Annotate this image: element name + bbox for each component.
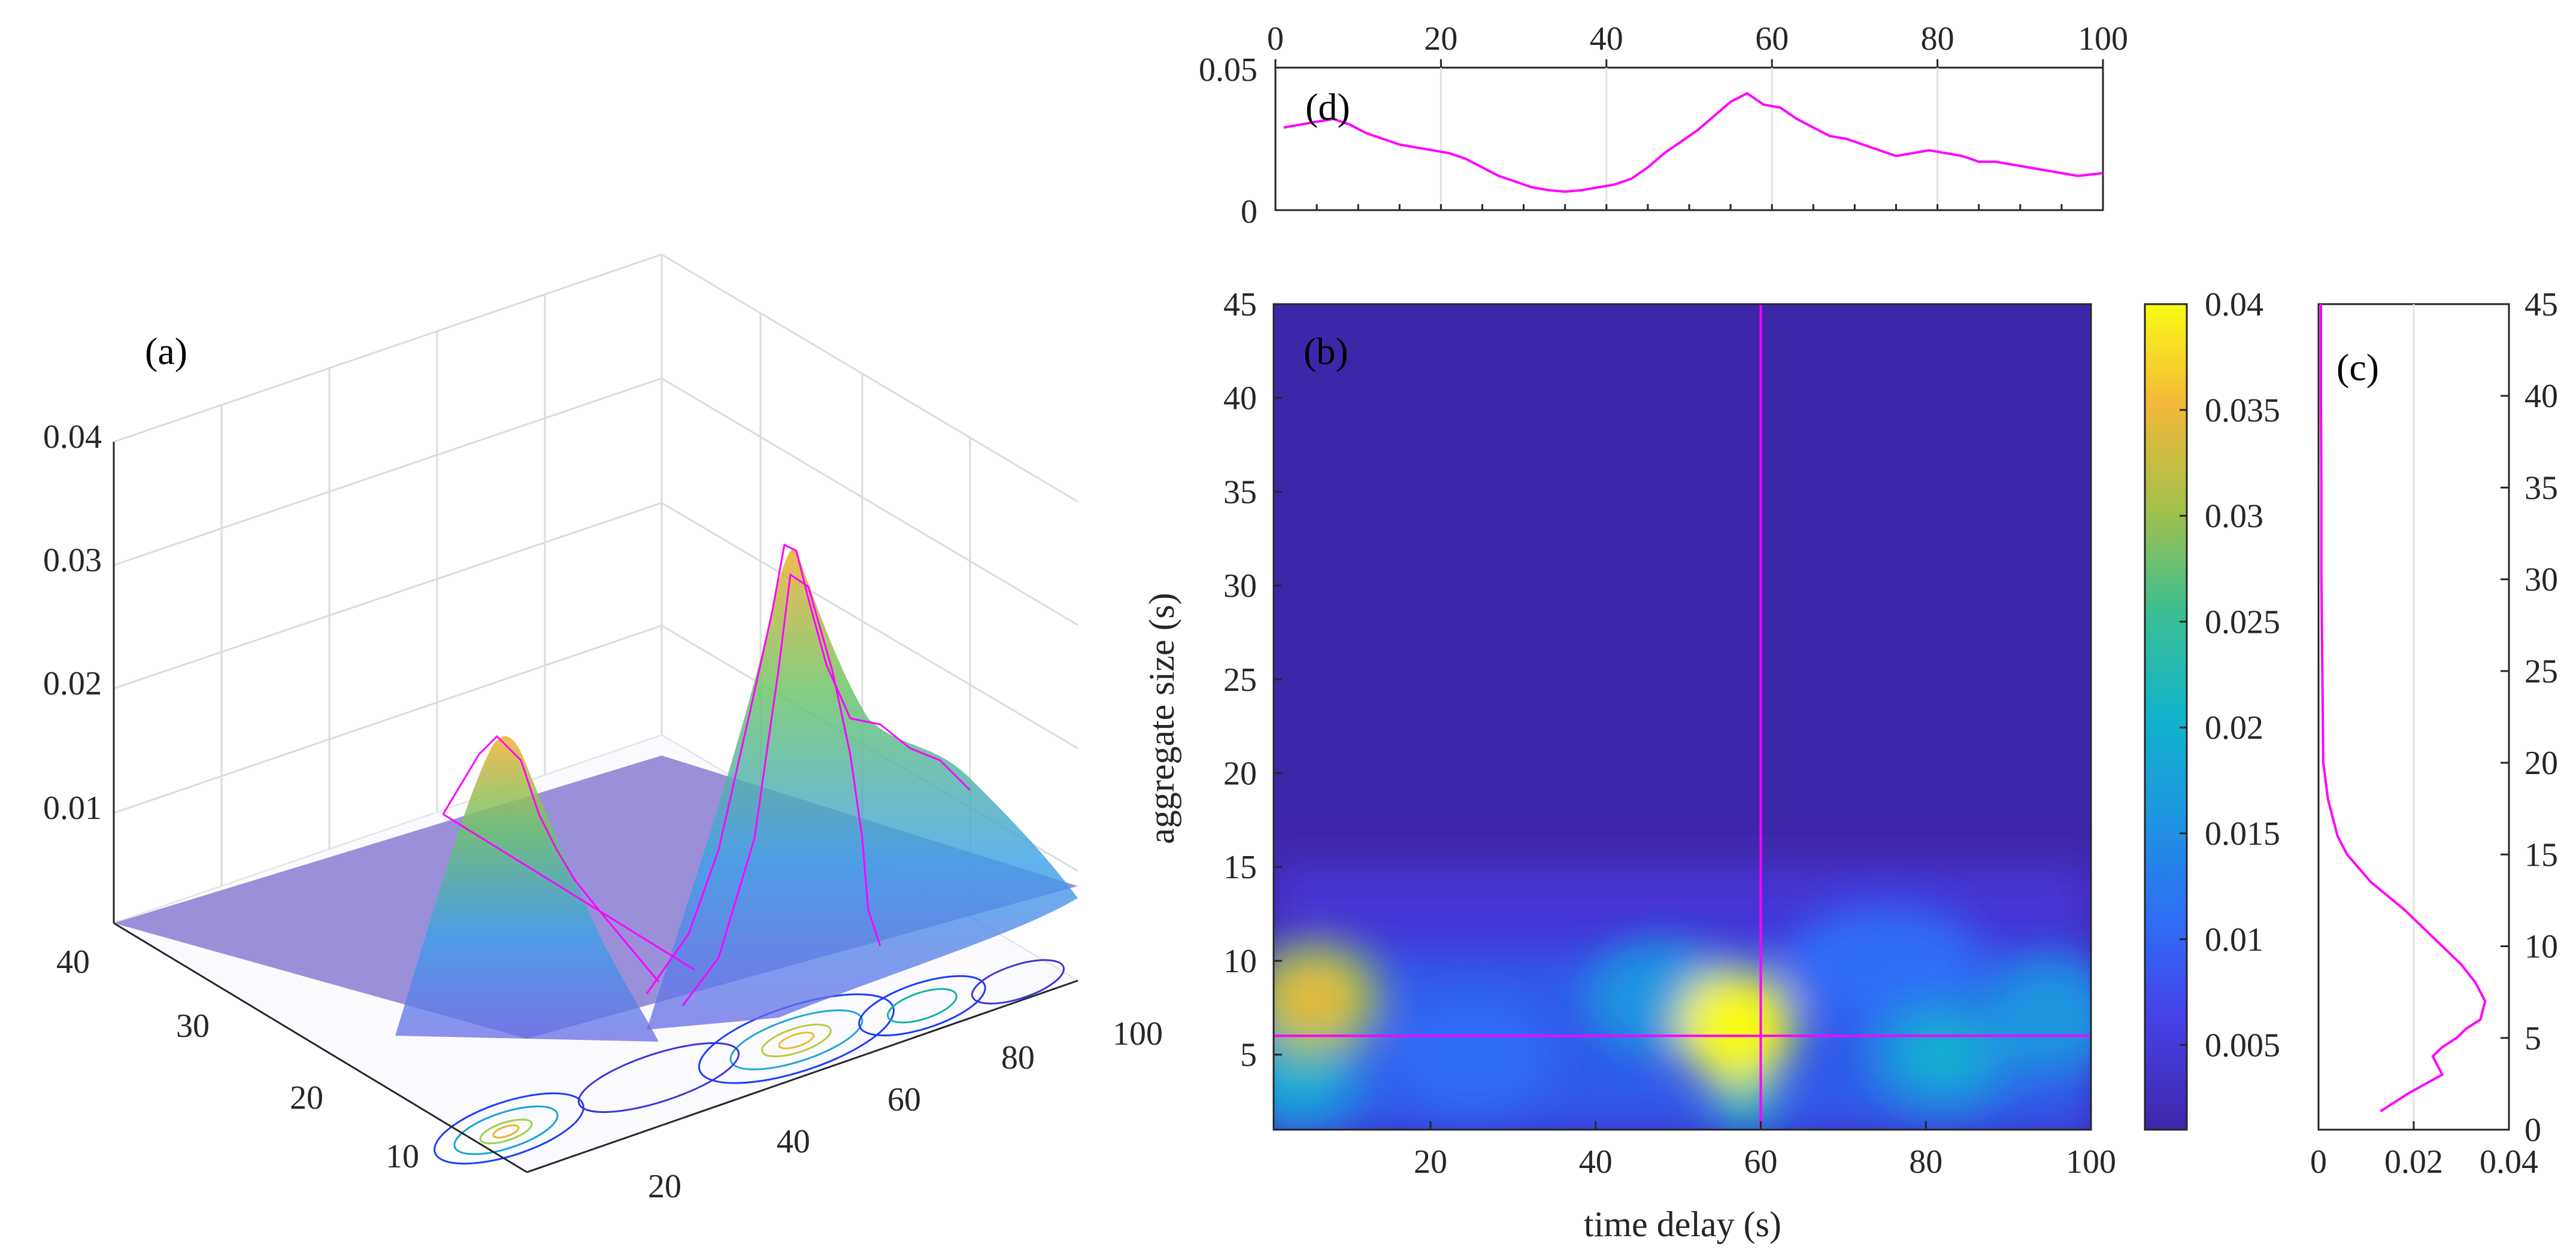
panel-a-x-tick: 60	[887, 1081, 921, 1118]
panel-c-y-tick: 45	[2525, 286, 2558, 323]
panel-a-peak-2	[647, 548, 1078, 1030]
panel-c-y-tick: 20	[2525, 745, 2558, 782]
colorbar-tick: 0.02	[2205, 709, 2263, 747]
panel-b-ylabel: aggregate size (s)	[1142, 593, 1181, 844]
panel-a-z-tick: 0.01	[43, 790, 102, 827]
panel-d-x-tick: 100	[2078, 20, 2128, 57]
panel-b-y-tick: 30	[1223, 568, 1257, 605]
panel-b-hotspot-core	[1728, 1073, 1761, 1111]
panel-d-x-tick: 60	[1755, 20, 1789, 57]
colorbar-tick: 0.025	[2205, 603, 2280, 641]
panel-a-x-tick: 40	[777, 1123, 810, 1160]
panel-b-x-tick: 40	[1579, 1143, 1613, 1181]
colorbar-tick: 0.03	[2205, 498, 2263, 535]
panel-a-magenta-traces	[442, 543, 971, 1006]
panel-c-y-tick: 35	[2525, 469, 2558, 506]
colorbar-gradient	[2144, 303, 2188, 1131]
panel-b-y-tick: 40	[1223, 380, 1257, 417]
panel-c-y-tick: 25	[2525, 653, 2558, 690]
colorbar-tick: 0.01	[2205, 921, 2263, 958]
panel-b-x-tick: 100	[2066, 1143, 2116, 1181]
panel-a-y-tick: 10	[386, 1138, 419, 1175]
panel-b-hotspot-core	[1707, 998, 1765, 1055]
panel-c-y-tick: 0	[2525, 1112, 2541, 1149]
panel-b-heatmap: 20 40 60 80 100 5 10 15 20 25 30 35 40 45 time delay…	[1142, 286, 2116, 1244]
panel-b-y-tick: 10	[1223, 943, 1257, 980]
panel-b-y-tick: 45	[1223, 286, 1257, 323]
colorbar-tick: 0.015	[2205, 815, 2280, 852]
panel-d-x-tick: 0	[1267, 20, 1284, 57]
panel-b-xlabel: time delay (s)	[1584, 1205, 1781, 1244]
panel-b-hotspot-core	[1281, 970, 1348, 1027]
panel-c-y-tick: 15	[2525, 836, 2558, 873]
panel-a-x-tick: 80	[1001, 1039, 1035, 1076]
panel-c-y-tick: 5	[2525, 1020, 2541, 1057]
panel-a-z-tick: 0.03	[43, 542, 102, 579]
panel-d-series-line	[1283, 92, 2104, 193]
panel-b-x-tick: 60	[1744, 1143, 1777, 1181]
panel-c-x-tick: 0.02	[2384, 1143, 2443, 1181]
panel-c-y-tick: 30	[2525, 562, 2558, 599]
panel-b-hotspot-core	[1274, 1045, 1332, 1102]
panel-c-x-tick: 0.04	[2480, 1143, 2538, 1181]
panel-a-peak-1	[395, 736, 659, 1042]
panel-a-y-tick: 30	[176, 1008, 210, 1045]
panel-c-x-tick: 0	[2310, 1143, 2327, 1181]
panel-c-label: (c)	[2336, 346, 2379, 389]
panel-a-z-tick: 0.02	[43, 665, 102, 702]
panel-a-x-tick: 100	[1113, 1015, 1163, 1052]
panel-c-series-line	[2320, 304, 2487, 1113]
panel-a-y-tick: 40	[56, 943, 90, 981]
panel-b-y-tick: 35	[1223, 474, 1257, 511]
colorbar-tick: 0.04	[2205, 286, 2263, 323]
panel-d-line: 0 20 40 60 80 100 0.05 0 (d)	[1199, 20, 2128, 230]
panel-d-label: (d)	[1305, 86, 1350, 128]
colorbar: 0.005 0.01 0.015 0.02 0.025 0.03 0.035 0.04	[2144, 286, 2280, 1131]
colorbar-tick: 0.005	[2205, 1027, 2280, 1064]
panel-c-y-tick: 10	[2525, 929, 2558, 966]
panel-a-y-tick: 20	[290, 1079, 323, 1117]
panel-d-x-tick: 40	[1590, 20, 1623, 57]
panel-d-y-tick: 0	[1241, 193, 1257, 230]
panel-c-line: 0 0.02 0.04 0 5 10 15 20 25 30 35 40 45 (c)	[2310, 286, 2558, 1181]
panel-d-axes-box	[1274, 66, 2104, 211]
panel-b-y-tick: 15	[1223, 849, 1257, 886]
panel-c-y-tick: 40	[2525, 378, 2558, 415]
panel-a-z-tick: 0.04	[43, 418, 102, 456]
panel-a-surface3d: 0.01 0.02 0.03 0.04 40 30 20 10 20 40 60…	[43, 253, 1163, 1205]
panel-a-x-tick: 20	[648, 1168, 681, 1205]
panel-b-hotspot-core	[2016, 988, 2083, 1045]
panel-d-y-tick: 0.05	[1199, 51, 1257, 89]
panel-b-x-tick: 20	[1414, 1143, 1447, 1181]
panel-b-y-tick: 5	[1240, 1037, 1257, 1074]
panel-d-x-tick: 80	[1921, 20, 1954, 57]
panel-b-hotspot-core	[1835, 932, 1935, 989]
colorbar-tick: 0.035	[2205, 392, 2280, 429]
panel-d-x-tick: 20	[1424, 20, 1457, 57]
panel-b-x-tick: 80	[1909, 1143, 1942, 1181]
panel-b-hotspot-core	[1905, 1026, 1980, 1083]
panel-a-label: (a)	[145, 330, 187, 372]
panel-b-label: (b)	[1304, 330, 1348, 372]
panel-a-axes	[113, 442, 1078, 1173]
panel-b-y-tick: 25	[1223, 662, 1257, 699]
panel-b-axes-box	[1272, 303, 2092, 1131]
panel-b-hotspot-core	[1430, 1026, 1513, 1083]
panel-b-y-tick: 20	[1223, 756, 1257, 793]
